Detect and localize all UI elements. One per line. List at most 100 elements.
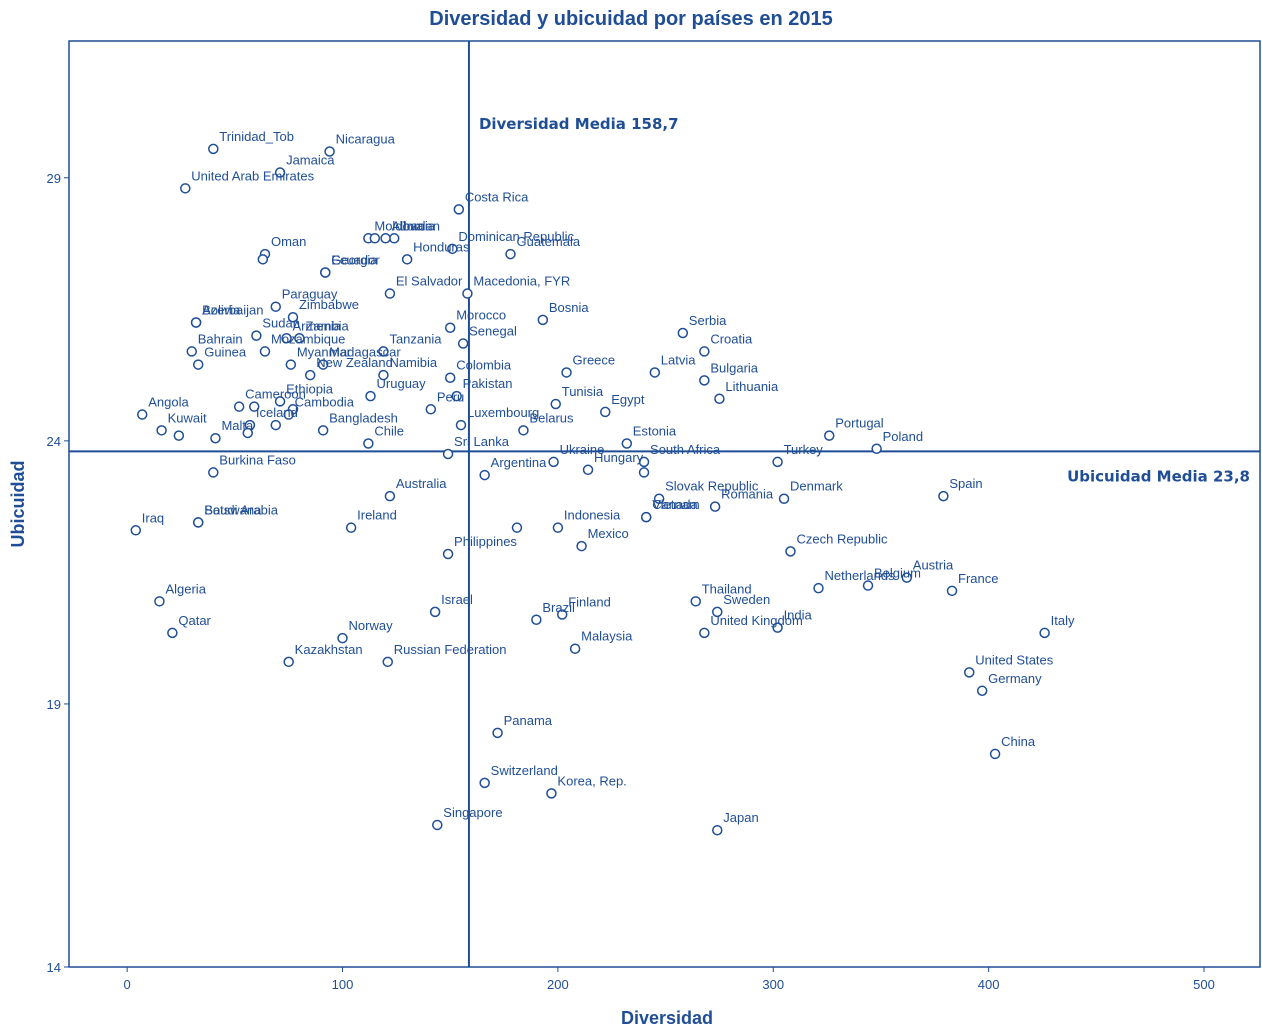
- data-point: [938, 490, 949, 502]
- point-label: Bangladesh: [329, 410, 398, 425]
- reference-lines: Diversidad Media 158,7 Ubicuidad Media 23…: [69, 41, 1260, 967]
- point-label: Panama: [504, 713, 553, 728]
- data-point: [283, 409, 294, 420]
- data-point: [432, 819, 443, 831]
- data-point: [569, 643, 581, 654]
- point-label: Senegal: [469, 324, 517, 339]
- point-label: Georgia: [331, 253, 378, 268]
- data-point: [824, 430, 835, 441]
- data-point: [363, 438, 374, 449]
- data-point: [444, 322, 456, 333]
- point-label: Mozambique: [271, 331, 345, 346]
- point-label: Armenia: [293, 318, 342, 333]
- data-point: [1039, 627, 1050, 639]
- point-label: Czech Republic: [796, 531, 888, 546]
- point-label: Argentina: [491, 455, 547, 470]
- point-label: Sweden: [723, 592, 770, 607]
- data-point: [699, 627, 710, 639]
- point-label: Jamaica: [286, 153, 335, 168]
- point-label: Philippines: [454, 534, 517, 549]
- point-label: Portugal: [835, 416, 884, 431]
- data-point: [429, 606, 441, 618]
- point-label: Madagascar: [329, 345, 401, 360]
- point-label: Belgium: [874, 566, 921, 581]
- point-label: Honduras: [413, 239, 470, 254]
- data-point: [317, 425, 329, 436]
- point-label: Uruguay: [377, 376, 427, 391]
- point-label: United States: [975, 652, 1054, 667]
- plot-frame: [68, 40, 1261, 968]
- data-point: [442, 448, 454, 460]
- data-point: [862, 580, 874, 591]
- point-label: Israel: [441, 592, 473, 607]
- point-label: Spain: [949, 476, 982, 491]
- x-tick-label: 300: [762, 977, 784, 992]
- data-point: [901, 572, 913, 583]
- data-point: [640, 511, 652, 523]
- point-label: Lithuania: [725, 379, 779, 394]
- point-label: United Arab Emirates: [191, 168, 314, 183]
- data-point: [709, 501, 721, 512]
- data-point: [582, 464, 594, 476]
- point-label: Albania: [392, 218, 436, 233]
- point-label: Azerbaijan: [202, 302, 263, 317]
- data-point: [283, 656, 294, 668]
- point-label: Norway: [349, 618, 394, 633]
- data-point: [167, 627, 178, 639]
- data-point: [453, 204, 465, 215]
- point-label: Colombia: [456, 358, 512, 373]
- data-point: [180, 183, 191, 194]
- point-label: Malaysia: [581, 629, 633, 644]
- point-label: Zambia: [305, 318, 349, 333]
- x-tick-label: 100: [332, 977, 354, 992]
- data-point: [813, 582, 824, 594]
- point-label: Slovak Republic: [665, 479, 759, 494]
- point-label: Iraq: [142, 510, 164, 525]
- data-point: [186, 346, 198, 357]
- point-label: Ukraine: [560, 442, 605, 457]
- data-point: [785, 546, 796, 557]
- point-label: Botswana: [204, 502, 262, 517]
- data-point: [976, 685, 988, 697]
- point-label: Bahrain: [198, 331, 243, 346]
- data-point: [531, 614, 542, 625]
- data-point: [546, 788, 557, 799]
- data-point: [511, 522, 523, 533]
- data-point: [401, 254, 413, 265]
- data-point: [274, 167, 286, 178]
- data-point: [173, 430, 185, 441]
- point-label: Bulgaria: [710, 360, 758, 375]
- point-label: Hungary: [594, 450, 644, 465]
- point-label: Kazakhstan: [295, 642, 363, 657]
- point-label: Bolivia: [202, 302, 241, 317]
- point-label: Ecuador: [331, 253, 380, 268]
- data-point: [248, 401, 260, 412]
- data-point: [208, 467, 219, 478]
- data-point: [989, 748, 1001, 760]
- point-label: Switzerland: [491, 763, 558, 778]
- point-label: Peru: [437, 389, 464, 404]
- point-label: Tunisia: [562, 384, 604, 399]
- data-point: [384, 490, 396, 502]
- point-label: Dominican Republic: [458, 229, 574, 244]
- data-point: [190, 317, 202, 328]
- data-point: [492, 727, 503, 739]
- point-label: Guinea: [204, 345, 247, 360]
- point-label: Brazil: [542, 600, 575, 615]
- point-label: France: [958, 571, 998, 586]
- data-point: [699, 346, 710, 357]
- data-point: [462, 288, 473, 299]
- data-point: [425, 404, 437, 415]
- data-point: [270, 419, 282, 431]
- data-point: [946, 585, 958, 597]
- data-point: [251, 330, 262, 341]
- point-label: Russian Federation: [394, 642, 507, 657]
- point-label: Denmark: [790, 479, 843, 494]
- point-label: India: [784, 608, 813, 623]
- chart-title: Diversidad y ubicuidad por países en 201…: [429, 8, 833, 30]
- point-label: China: [1001, 734, 1036, 749]
- data-point: [442, 548, 454, 560]
- data-point: [552, 522, 564, 533]
- data-point: [285, 359, 297, 370]
